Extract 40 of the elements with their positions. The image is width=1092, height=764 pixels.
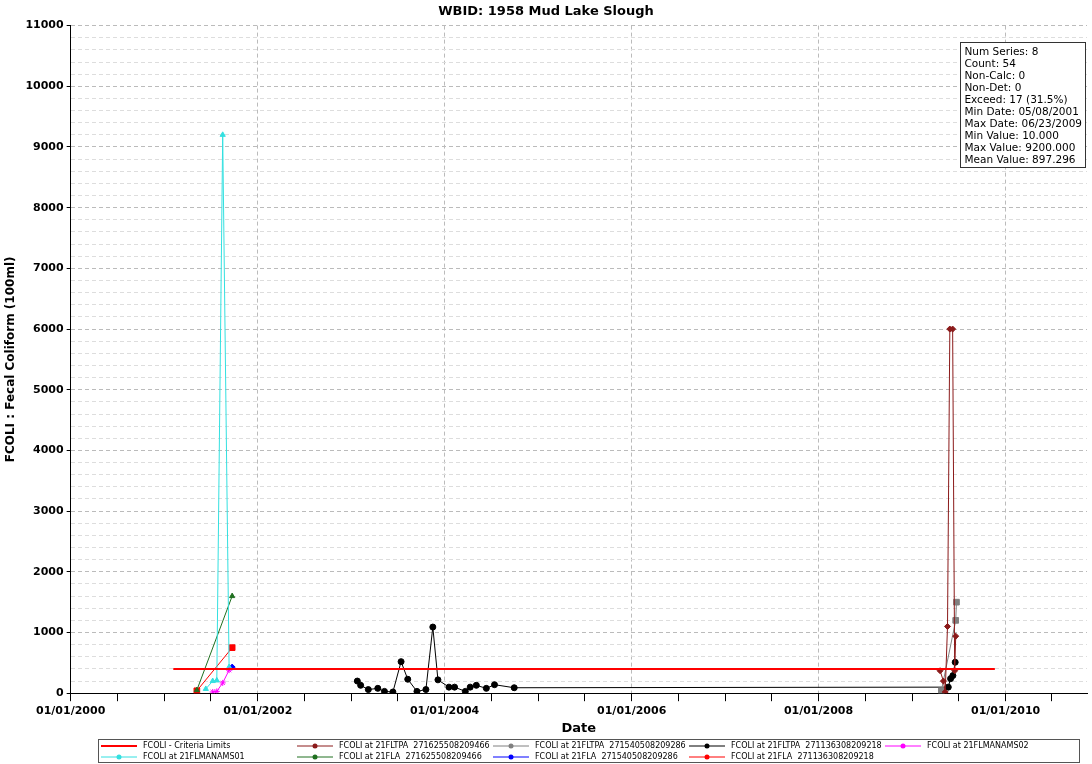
x-tick-label: 01/01/2010 (970, 703, 1041, 717)
x-tick-label: 01/01/2006 (597, 703, 667, 717)
legend-label: FCOLI - Criteria Limits (143, 740, 231, 751)
y-tick-label: 5000 (33, 382, 65, 396)
legend-label: FCOLI at 21FLMANAMS01 (143, 751, 245, 762)
annotation: Num Series: 8 (964, 45, 1040, 57)
y-axis-title: FCOLI : Fecal Coliform (100ml) (3, 256, 18, 463)
x-tick-label: 01/01/2000 (36, 703, 106, 717)
annotation: Mean Value: 897.296 (964, 153, 1077, 165)
chart-title: WBID: 1958 Mud Lake Slough (438, 3, 654, 19)
legend-label: FCOLI at 21FLTPA 271540508209286 (535, 740, 686, 751)
y-tick-label: 3000 (33, 503, 65, 517)
annotation: Max Date: 06/23/2009 (964, 117, 1082, 129)
legend-label: FCOLI at 21FLA 271540508209286 (535, 751, 678, 762)
annotation: Min Date: 05/08/2001 (964, 105, 1080, 117)
y-tick-label: 6000 (33, 321, 65, 335)
y-tick-label: 9000 (33, 139, 65, 153)
legend-label: FCOLI at 21FLTPA 271625508209466 (339, 740, 490, 751)
legend-label: FCOLI at 21FLA 271136308209218 (731, 751, 874, 762)
y-tick-label: 10000 (25, 79, 64, 93)
x-axis-title: Date (561, 719, 597, 735)
annotation: Non-Det: 0 (964, 81, 1023, 93)
y-tick-label: 1000 (33, 625, 65, 639)
y-tick-label: 7000 (33, 261, 65, 275)
x-tick-label: 01/01/2004 (409, 703, 480, 717)
x-tick-label: 01/01/2002 (223, 703, 293, 717)
y-tick-label: 2000 (33, 564, 65, 578)
legend-label: FCOLI at 21FLTPA 271136308209218 (731, 740, 882, 751)
annotation: Max Value: 9200.000 (964, 141, 1077, 153)
annotation: Min Value: 10.000 (964, 129, 1060, 141)
annotation: Exceed: 17 (31.5%) (964, 93, 1069, 105)
y-tick-label: 4000 (33, 443, 65, 457)
annotation: Count: 54 (964, 57, 1017, 69)
annotation: Non-Calc: 0 (964, 69, 1027, 81)
legend-label: FCOLI at 21FLA 271625508209466 (339, 751, 482, 762)
y-tick-label: 8000 (33, 200, 65, 214)
x-tick-label: 01/01/2008 (783, 703, 854, 717)
legend-label: FCOLI at 21FLMANAMS02 (927, 740, 1029, 751)
y-tick-label: 0 (56, 686, 65, 700)
y-tick-label: 11000 (25, 18, 64, 32)
